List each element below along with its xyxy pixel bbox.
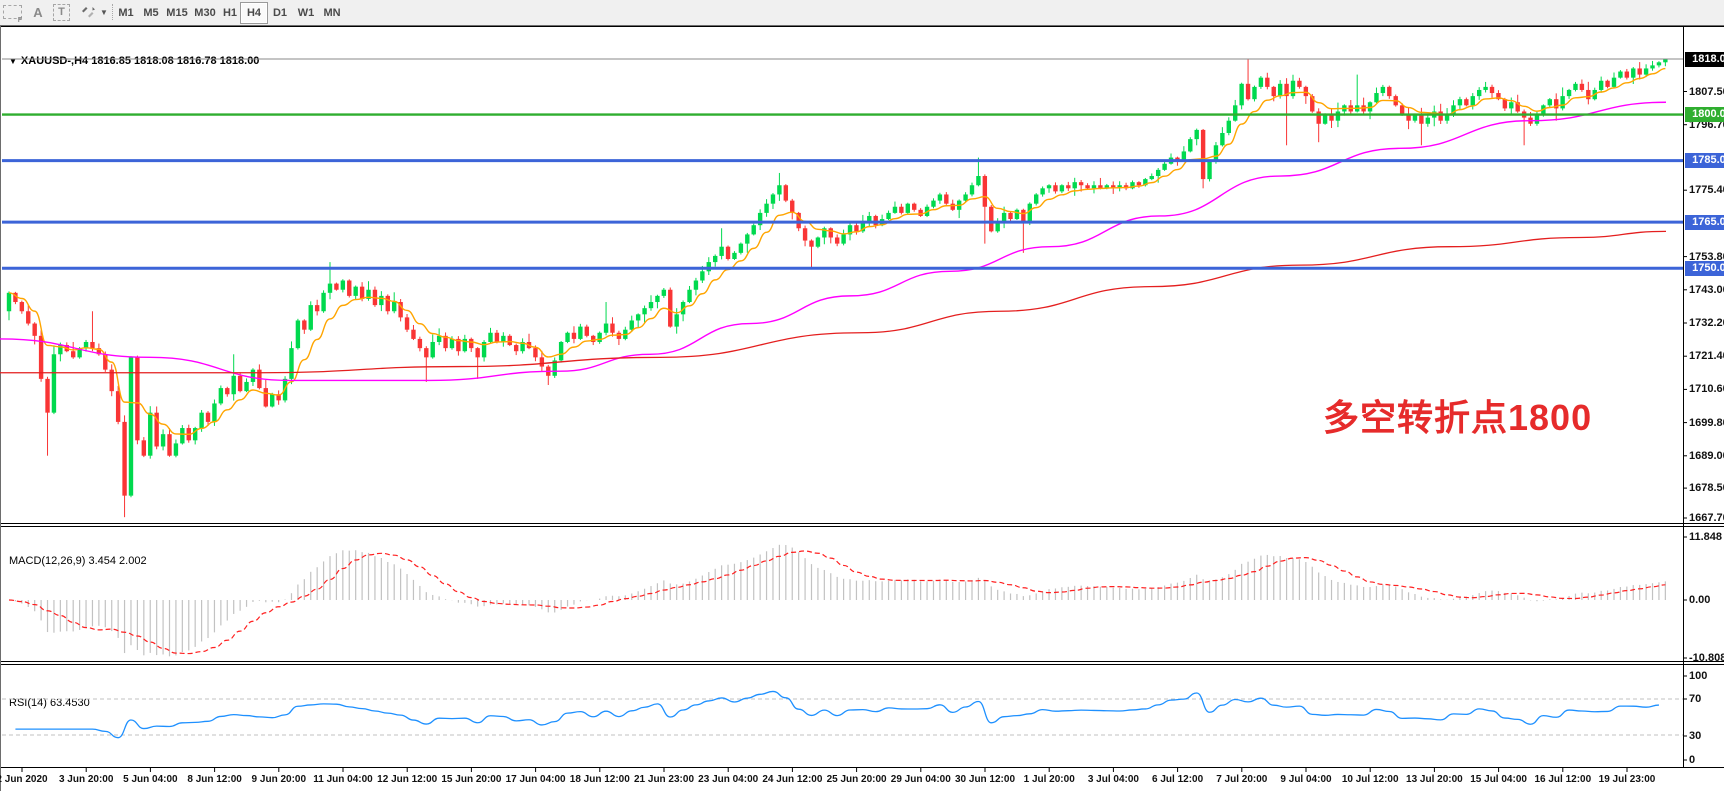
macd-axis-tick-0.00: 0.00 [1689,594,1711,606]
timeframe-button-W1[interactable]: W1 [297,7,315,19]
macd-axis-tick--10.808: -10.808 [1689,652,1724,664]
date-label-5[interactable]: 11 Jun 04:00 [313,774,373,785]
date-label-13[interactable]: 25 Jun 20:00 [826,774,887,785]
date-label-20[interactable]: 9 Jul 04:00 [1280,774,1332,785]
ma-red-line [0,230,1667,374]
rsi-indicator-label: RSI(14) 63.4530 [9,697,90,709]
annotation-text: 多空转折点1800 [1323,397,1593,438]
macd-axis-tick-11.848: 11.848 [1689,531,1723,543]
timeframe-button-M15[interactable]: M15 [166,7,188,19]
price-axis-tick-1699.80: 1699.80 [1689,416,1724,429]
date-label-9[interactable]: 18 Jun 12:00 [569,774,630,785]
rsi-axis-tick-0: 0 [1689,754,1696,766]
date-label-22[interactable]: 13 Jul 20:00 [1406,774,1463,785]
timeframe-button-D1[interactable]: D1 [272,7,288,19]
date-label-23[interactable]: 15 Jul 04:00 [1470,774,1527,785]
date-label-15[interactable]: 30 Jun 12:00 [954,774,1016,785]
dropdown-caret-icon[interactable]: ▼ [100,7,108,17]
price-badge-1785.00: 1785.00 [1685,153,1724,168]
chart-title: ▼ XAUUSD-,H4 1816.85 1818.08 1816.78 1818… [9,55,259,67]
toolbar-separator [112,4,113,20]
price-axis-tick-1678.50: 1678.50 [1689,482,1724,495]
price-axis-tick-1807.50: 1807.50 [1689,85,1724,98]
date-label-16[interactable]: 1 Jul 20:00 [1023,774,1075,785]
price-axis-tick-1732.20: 1732.20 [1689,317,1724,329]
date-label-1[interactable]: 3 Jun 20:00 [58,774,114,785]
text-label-icon[interactable]: T [53,3,70,21]
date-label-17[interactable]: 3 Jul 04:00 [1087,774,1139,785]
price-axis-tick-1753.80: 1753.80 [1689,250,1724,263]
date-label-11[interactable]: 23 Jun 04:00 [698,774,759,785]
price-axis-tick-1667.70: 1667.70 [1689,512,1724,524]
chart-window[interactable]: ▼ XAUUSD-,H4 1816.85 1818.08 1816.78 1818… [0,25,1724,791]
rsi-line [15,690,1659,739]
macd-indicator-label: MACD(12,26,9) 3.454 2.002 [9,555,147,567]
date-label-2[interactable]: 5 Jun 04:00 [123,774,178,785]
date-label-18[interactable]: 6 Jul 12:00 [1152,774,1204,785]
price-axis-tick-1721.40: 1721.40 [1689,350,1724,363]
price-axis-tick-1689.00: 1689.00 [1689,449,1724,462]
candles-layer [6,58,1668,518]
rsi-axis-tick-30: 30 [1689,730,1702,742]
date-label-24[interactable]: 16 Jul 12:00 [1534,774,1592,785]
date-label-10[interactable]: 21 Jun 23:00 [633,774,695,785]
price-badge-1765.00: 1765.00 [1685,214,1724,230]
price-badge-1818.00: 1818.00 [1685,51,1724,67]
toolbar: F A T ▼ M1 M5 M15 M30 H1 H4 D1 W1 MN [0,0,1724,26]
macd-signal-line [8,550,1666,655]
date-label-14[interactable]: 29 Jun 04:00 [890,774,951,785]
macd-histogram [14,544,1666,657]
date-label-25[interactable]: 19 Jul 23:00 [1598,774,1656,785]
price-axis-tick-1710.60: 1710.60 [1689,383,1724,396]
timeframe-button-H1[interactable]: H1 [222,7,238,19]
cursor-a-icon[interactable]: A [33,4,43,20]
price-badge-1750.00: 1750.00 [1685,260,1724,276]
collapse-triangle-icon[interactable]: ▼ [9,57,17,66]
date-label-0[interactable]: 2 Jun 2020 [0,774,48,785]
ma-magenta-line [0,101,1667,382]
date-label-8[interactable]: 17 Jun 04:00 [505,774,566,785]
date-label-12[interactable]: 24 Jun 12:00 [762,774,823,785]
price-badge-1800.00: 1800.00 [1685,107,1724,122]
date-label-21[interactable]: 10 Jul 12:00 [1341,774,1399,785]
price-axis-tick-1775.40: 1775.40 [1689,184,1724,197]
objects-cycle-icon[interactable] [79,3,97,21]
timeframe-button-M1[interactable]: M1 [118,7,134,19]
float-chart-icon[interactable]: F [3,3,22,24]
date-label-3[interactable]: 8 Jun 12:00 [187,774,242,785]
date-label-19[interactable]: 7 Jul 20:00 [1216,774,1268,785]
rsi-axis-tick-100: 100 [1689,670,1708,682]
price-axis-tick-1743.00: 1743.00 [1689,283,1724,296]
ma-orange-line [8,67,1666,436]
date-label-4[interactable]: 9 Jun 20:00 [251,774,307,785]
rsi-axis-tick-70: 70 [1689,693,1702,705]
timeframe-button-M30[interactable]: M30 [194,7,216,19]
date-label-6[interactable]: 12 Jun 12:00 [377,774,438,785]
timeframe-button-M5[interactable]: M5 [143,7,159,19]
timeframe-button-MN[interactable]: MN [323,7,341,19]
date-label-7[interactable]: 15 Jun 20:00 [441,774,502,785]
chart-title-text: XAUUSD-,H4 1816.85 1818.08 1816.78 1818.… [20,55,260,67]
timeframe-button-H4[interactable]: H4 [240,2,268,24]
